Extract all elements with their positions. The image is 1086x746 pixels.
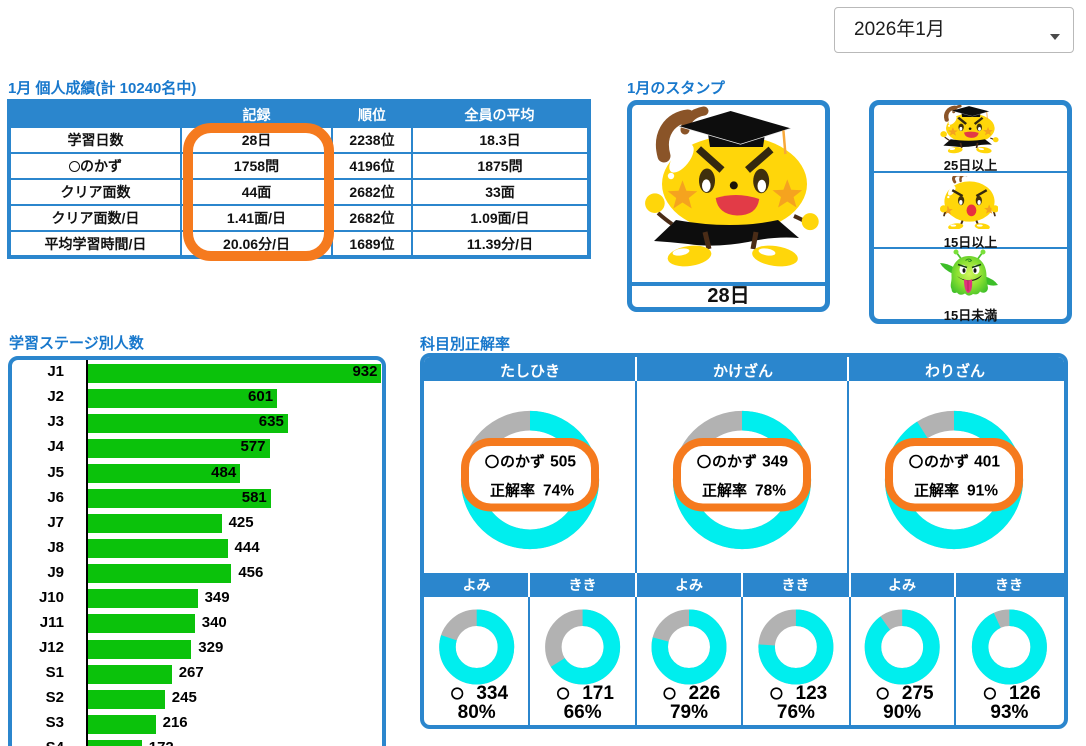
svg-text:171: 171 [582, 683, 614, 704]
svg-text:80%: 80% [458, 702, 496, 723]
svg-text:正解率: 正解率 [702, 482, 747, 500]
svg-text:76%: 76% [777, 702, 815, 723]
svg-text:93%: 93% [990, 702, 1028, 723]
svg-text:505: 505 [550, 454, 576, 471]
svg-text:275: 275 [902, 683, 934, 704]
svg-text:のかず: のかず [924, 453, 969, 471]
svg-text:90%: 90% [883, 702, 921, 723]
svg-text:123: 123 [796, 683, 828, 704]
svg-text:401: 401 [974, 454, 1000, 471]
svg-text:正解率: 正解率 [914, 482, 959, 500]
svg-text:66%: 66% [564, 702, 602, 723]
svg-text:のかず: のかず [500, 453, 545, 471]
svg-text:79%: 79% [670, 702, 708, 723]
svg-text:226: 226 [689, 683, 721, 704]
svg-text:74%: 74% [543, 483, 574, 500]
svg-text:78%: 78% [755, 483, 786, 500]
svg-text:91%: 91% [967, 483, 998, 500]
svg-text:のかず: のかず [712, 453, 757, 471]
svg-text:正解率: 正解率 [490, 482, 535, 500]
svg-text:126: 126 [1009, 683, 1041, 704]
svg-text:349: 349 [762, 454, 788, 471]
svg-text:334: 334 [476, 683, 508, 704]
